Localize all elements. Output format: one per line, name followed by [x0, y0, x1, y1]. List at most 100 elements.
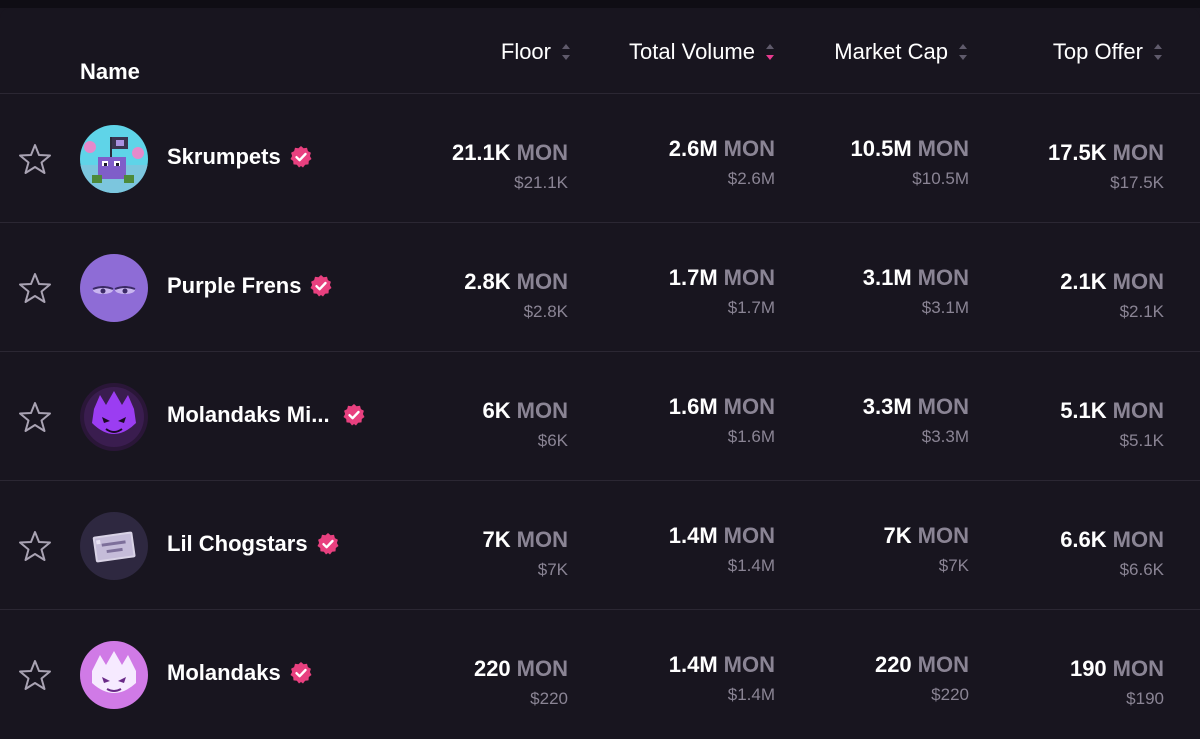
volume-unit: MON [723, 136, 775, 161]
star-icon[interactable] [18, 529, 52, 563]
column-header-top-offer[interactable]: Top Offer [1053, 38, 1162, 66]
skrumpets-avatar[interactable] [80, 125, 148, 193]
market-cap: 220 MON $220 [875, 652, 969, 706]
market-cap-usd: $7K [938, 556, 969, 575]
top-offer-value: 17.5K [1047, 140, 1107, 165]
top-offer-unit: MON [1112, 398, 1164, 423]
star-icon[interactable] [18, 271, 52, 305]
market-cap-value: 7K [883, 523, 912, 548]
volume-usd: $1.4M [727, 556, 775, 575]
column-header-top-offer-label: Top Offer [1052, 39, 1143, 64]
volume-usd: $1.4M [727, 685, 775, 704]
table-row[interactable]: Molandaks Mi... 6K MON $6K 1.6M MON $1.6M … [0, 352, 1200, 481]
floor-price: 21.1K MON $21.1K [452, 140, 568, 194]
top-offer-usd: $190 [1126, 689, 1164, 708]
purple-frens-avatar[interactable] [80, 254, 148, 322]
sort-icon [562, 44, 570, 60]
collection-name-label: Lil Chogstars [167, 531, 308, 556]
collection-name[interactable]: Purple Frens [167, 273, 333, 299]
collection-name[interactable]: Molandaks Mi... [167, 402, 366, 428]
market-cap-value: 220 [874, 652, 912, 677]
collection-name-label: Molandaks Mi... [167, 402, 330, 427]
column-header-floor[interactable]: Floor [501, 38, 570, 66]
floor-value: 7K [482, 527, 511, 552]
star-icon[interactable] [18, 400, 52, 434]
sort-desc-active-icon [766, 44, 774, 60]
verified-badge-icon [290, 662, 312, 684]
molandaks-mini-avatar[interactable] [80, 383, 148, 451]
market-cap: 3.1M MON $3.1M [863, 265, 969, 319]
star-icon[interactable] [18, 142, 52, 176]
volume-value: 2.6M [668, 136, 718, 161]
total-volume: 1.7M MON $1.7M [669, 265, 775, 319]
floor-value: 21.1K [451, 140, 511, 165]
market-cap-unit: MON [917, 652, 969, 677]
top-offer-unit: MON [1112, 140, 1164, 165]
floor-usd: $7K [537, 560, 568, 579]
floor-unit: MON [516, 527, 568, 552]
collection-name[interactable]: Skrumpets [167, 144, 313, 170]
total-volume: 1.4M MON $1.4M [669, 652, 775, 706]
floor-value: 2.8K [464, 269, 511, 294]
market-cap-usd: $3.1M [921, 298, 969, 317]
market-cap-usd: $3.3M [921, 427, 969, 446]
market-cap-unit: MON [917, 394, 969, 419]
molandaks-avatar[interactable] [80, 641, 148, 709]
total-volume: 2.6M MON $2.6M [669, 136, 775, 190]
collection-name[interactable]: Lil Chogstars [167, 531, 340, 557]
floor-price: 220 MON $220 [474, 656, 568, 710]
top-offer: 17.5K MON $17.5K [1048, 140, 1164, 194]
market-cap-unit: MON [917, 136, 969, 161]
floor-price: 7K MON $7K [483, 527, 568, 581]
top-offer-usd: $17.5K [1110, 173, 1164, 192]
floor-usd: $6K [537, 431, 568, 450]
floor-unit: MON [516, 398, 568, 423]
top-offer-unit: MON [1112, 656, 1164, 681]
market-cap: 7K MON $7K [884, 523, 969, 577]
verified-badge-icon [343, 404, 365, 426]
column-header-market-cap[interactable]: Market Cap [834, 38, 967, 66]
floor-unit: MON [516, 656, 568, 681]
table-row[interactable]: Lil Chogstars 7K MON $7K 1.4M MON $1.4M 7K… [0, 481, 1200, 610]
verified-badge-icon [310, 275, 332, 297]
floor-usd: $21.1K [514, 173, 568, 192]
top-offer-value: 190 [1069, 656, 1107, 681]
table-row[interactable]: Molandaks 220 MON $220 1.4M MON $1.4M 220 M… [0, 610, 1200, 739]
table-row[interactable]: Skrumpets 21.1K MON $21.1K 2.6M MON $2.6M … [0, 94, 1200, 223]
top-offer-usd: $2.1K [1119, 302, 1164, 321]
market-cap-value: 3.1M [862, 265, 912, 290]
top-offer: 6.6K MON $6.6K [1060, 527, 1164, 581]
market-cap-usd: $220 [931, 685, 969, 704]
star-icon[interactable] [18, 658, 52, 692]
volume-usd: $1.7M [727, 298, 775, 317]
column-header-total-volume[interactable]: Total Volume [629, 38, 774, 66]
floor-price: 2.8K MON $2.8K [464, 269, 568, 323]
volume-value: 1.4M [668, 523, 718, 548]
column-header-name[interactable]: Name [80, 58, 140, 86]
sort-icon [959, 44, 967, 60]
top-strip [0, 0, 1200, 8]
market-cap-value: 10.5M [850, 136, 912, 161]
column-header-total-volume-label: Total Volume [629, 39, 755, 64]
floor-usd: $220 [530, 689, 568, 708]
lil-chogstars-avatar[interactable] [80, 512, 148, 580]
verified-badge-icon [317, 533, 339, 555]
verified-badge-icon [290, 146, 312, 168]
volume-value: 1.6M [668, 394, 718, 419]
top-offer-unit: MON [1112, 269, 1164, 294]
market-cap-unit: MON [917, 265, 969, 290]
floor-price: 6K MON $6K [483, 398, 568, 452]
market-cap: 3.3M MON $3.3M [863, 394, 969, 448]
top-offer-value: 5.1K [1060, 398, 1107, 423]
volume-usd: $1.6M [727, 427, 775, 446]
table-row[interactable]: Purple Frens 2.8K MON $2.8K 1.7M MON $1.7M… [0, 223, 1200, 352]
top-offer-value: 2.1K [1060, 269, 1107, 294]
top-offer-usd: $6.6K [1119, 560, 1164, 579]
floor-value: 220 [473, 656, 511, 681]
total-volume: 1.6M MON $1.6M [669, 394, 775, 448]
collection-name[interactable]: Molandaks [167, 660, 313, 686]
top-offer-usd: $5.1K [1119, 431, 1164, 450]
market-cap-usd: $10.5M [912, 169, 969, 188]
volume-unit: MON [723, 394, 775, 419]
sort-icon [1154, 44, 1162, 60]
